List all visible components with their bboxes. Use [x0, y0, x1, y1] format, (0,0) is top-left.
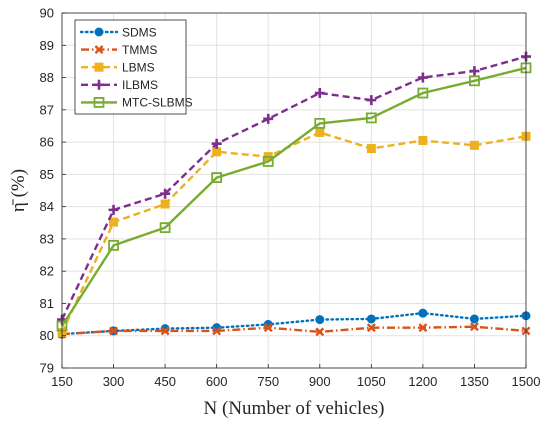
data-point: [418, 308, 428, 318]
series-line: [60, 55, 527, 321]
data-point: [315, 315, 325, 325]
data-point: [94, 45, 104, 55]
x-tick-label: 600: [206, 374, 228, 389]
series-line: [60, 66, 527, 327]
data-point: [418, 323, 428, 333]
legend-label: LBMS: [122, 61, 155, 75]
data-point: [366, 323, 376, 333]
plot-frame: [61, 12, 527, 369]
y-tick-label: 82: [40, 264, 54, 279]
x-tick-label: 1500: [512, 374, 541, 389]
data-point: [211, 172, 223, 183]
axis-ticks: 150 300 450 600 750 900 1050 1200 1350 1500 79 80 81…: [40, 6, 541, 390]
y-tick-label: 90: [40, 6, 54, 21]
legend-label: SDMS: [122, 25, 157, 39]
legend-item: SDMS: [79, 25, 157, 39]
data-point: [365, 112, 377, 124]
series-ilbms: [57, 51, 531, 325]
legend-item: LBMS: [81, 61, 155, 75]
x-tick-label: 1200: [408, 374, 437, 389]
x-tick-label: 1350: [460, 374, 489, 389]
x-tick-label: 750: [257, 374, 279, 389]
x-tick-label: 900: [309, 374, 331, 389]
data-point: [366, 95, 377, 106]
data-point: [93, 97, 105, 108]
data-point: [109, 326, 119, 336]
legend-label: TMMS: [122, 43, 157, 57]
x-tick-label: 1050: [357, 374, 386, 389]
legend-label: MTC-SLBMS: [122, 96, 193, 110]
x-tick-label: 450: [154, 374, 176, 389]
legend-item: MTC-SLBMS: [81, 96, 193, 110]
data-point: [366, 314, 376, 324]
data-point: [94, 62, 104, 72]
series-mtc-slbms: [56, 62, 532, 332]
data-point: [212, 326, 222, 336]
data-point: [417, 87, 429, 99]
data-point: [212, 147, 222, 157]
legend-label: ILBMS: [122, 78, 158, 92]
data-point: [108, 204, 119, 215]
x-tick-label: 150: [51, 374, 73, 389]
data-point: [469, 140, 479, 150]
y-axis-title: η̄ (%): [8, 169, 29, 212]
y-tick-label: 88: [40, 70, 54, 85]
data-point: [160, 199, 170, 209]
data-point: [315, 127, 325, 137]
data-point: [211, 138, 222, 149]
data-point: [109, 217, 119, 227]
y-tick-label: 89: [40, 38, 54, 53]
data-point: [159, 222, 171, 234]
y-tick-label: 86: [40, 135, 54, 150]
data-point: [469, 314, 479, 324]
x-axis-title: N (Number of vehicles): [204, 398, 385, 419]
data-point: [418, 135, 428, 145]
data-point: [263, 323, 273, 333]
legend-item: TMMS: [81, 43, 157, 57]
y-tick-label: 81: [40, 296, 54, 311]
data-point: [160, 188, 171, 199]
data-point: [108, 239, 119, 251]
data-point: [366, 144, 376, 154]
legend-item: ILBMS: [81, 78, 158, 92]
data-point: [314, 88, 325, 99]
data-point: [315, 327, 325, 337]
data-point: [94, 27, 104, 37]
data-point: [469, 66, 480, 77]
data-point: [469, 322, 479, 332]
y-tick-label: 87: [40, 102, 54, 117]
y-tick-label: 84: [40, 199, 54, 214]
data-point: [262, 156, 274, 167]
y-tick-label: 83: [40, 231, 54, 246]
series-line: [60, 131, 527, 334]
data-point: [314, 117, 326, 129]
y-tick-label: 80: [40, 328, 54, 343]
y-tick-label: 85: [40, 167, 54, 182]
data-point: [160, 326, 170, 336]
data-point: [94, 79, 104, 90]
y-tick-label: 79: [40, 361, 54, 376]
data-point: [263, 113, 274, 124]
x-tick-label: 300: [103, 374, 125, 389]
data-point: [469, 75, 480, 87]
series-line: [60, 311, 528, 336]
legend: SDMS TMMS LBMS ILBMS MTC-SLBMS: [74, 19, 193, 115]
data-point: [417, 72, 428, 83]
